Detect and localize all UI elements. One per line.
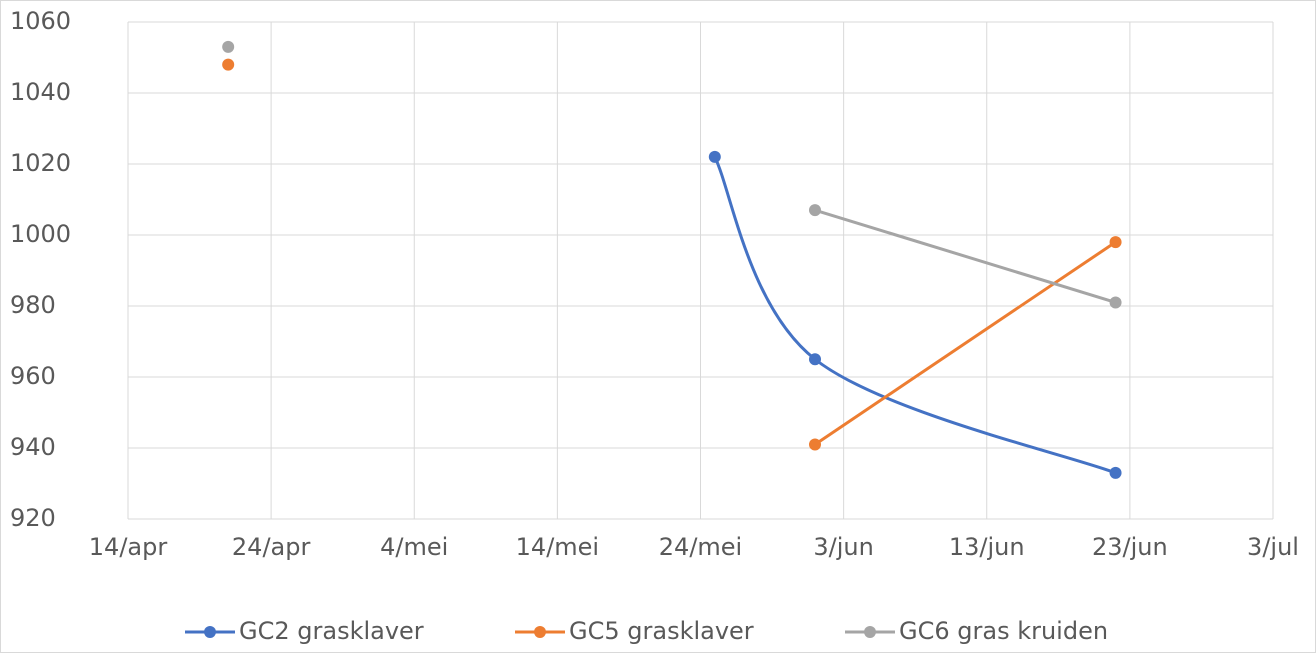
x-tick-label: 24/mei (659, 533, 742, 561)
legend-label: GC2 grasklaver (239, 617, 424, 645)
data-point (809, 438, 821, 451)
y-tick-label: 1040 (10, 78, 71, 106)
data-point (1109, 296, 1122, 309)
x-tick-label: 4/mei (380, 533, 448, 561)
legend-marker (534, 626, 546, 638)
legend-label: GC5 grasklaver (569, 617, 754, 645)
x-tick-label: 14/mei (516, 533, 599, 561)
y-tick-label: 920 (10, 504, 56, 532)
y-tick-label: 980 (10, 291, 56, 319)
x-tick-label: 24/apr (232, 533, 311, 561)
series-line (814, 208, 1117, 304)
x-tick-label: 14/apr (89, 533, 168, 561)
series-line (814, 240, 1117, 446)
y-tick-label: 1020 (10, 149, 71, 177)
data-point (222, 40, 235, 53)
legend-marker (204, 626, 216, 638)
x-tick-label: 3/jun (813, 533, 873, 561)
data-point (1109, 236, 1122, 249)
data-point (222, 58, 235, 71)
data-point (809, 353, 821, 366)
x-tick-label: 23/jun (1092, 533, 1168, 561)
series-line (713, 156, 1117, 475)
y-tick-label: 940 (10, 433, 56, 461)
legend-label: GC6 gras kruiden (899, 617, 1108, 645)
y-tick-label: 1060 (10, 7, 71, 35)
y-tick-label: 1000 (10, 220, 71, 248)
data-point (708, 150, 721, 163)
data-point (1109, 466, 1122, 479)
x-tick-label: 3/jul (1247, 533, 1299, 561)
legend-marker (864, 626, 876, 638)
data-point (809, 204, 821, 217)
x-tick-label: 13/jun (949, 533, 1025, 561)
y-tick-label: 960 (10, 362, 56, 390)
